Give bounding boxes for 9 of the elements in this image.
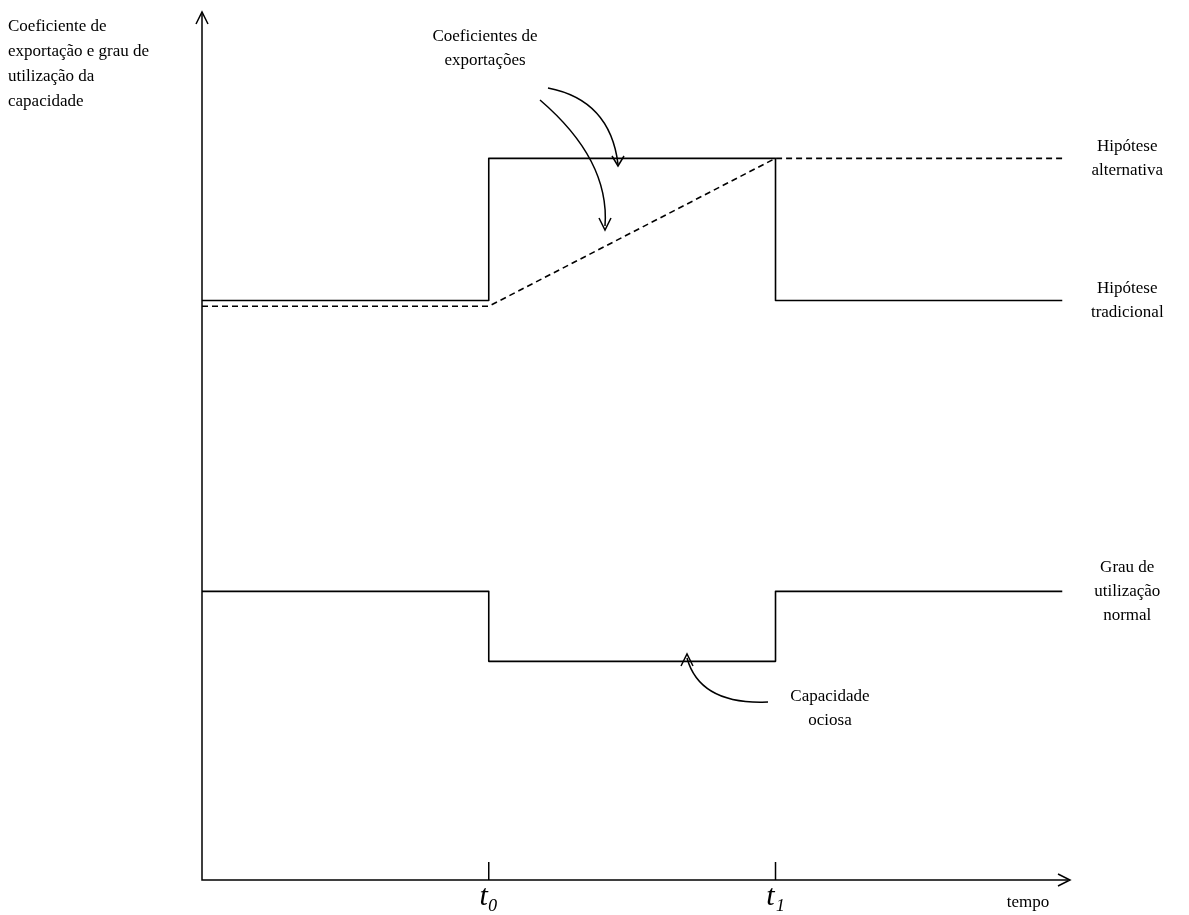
- x-tick-label: t₁: [766, 877, 785, 911]
- x-tick-label: t₀: [479, 877, 499, 911]
- x-axis-title: tempo: [1006, 891, 1050, 911]
- y-axis-title: Coeficiente de exportação e grau de utilização da capacidade: [8, 15, 150, 110]
- series-label: Hipótese alternativa: [1091, 135, 1164, 179]
- annotation: Capacidade ociosa: [790, 686, 870, 730]
- text: Coeficientes de exportações: [432, 26, 538, 70]
- series-label: Grau de utilização normal: [1094, 556, 1161, 624]
- series-label: Hipótese tradicional: [1090, 277, 1164, 321]
